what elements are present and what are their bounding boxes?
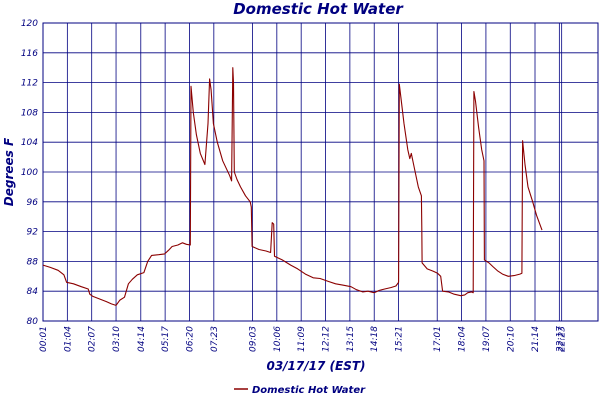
series-line-domestic-hot-water [42, 67, 543, 306]
legend-label: Domestic Hot Water [252, 385, 366, 396]
y-tick-label: 104 [21, 138, 38, 148]
x-tick-label: 07:23 [210, 326, 220, 352]
x-tick-label: 15:21 [395, 326, 405, 352]
chart-title: Domestic Hot Water [233, 0, 404, 18]
x-tick-label: 00:01 [39, 326, 49, 352]
x-tick-label: 03:10 [112, 326, 122, 352]
x-tick-label: 11:09 [297, 326, 307, 352]
y-tick-labels: 80 84 88 92 96 100 104 108 112 116 120 [21, 19, 38, 327]
x-axis-label: 03/17/17 (EST) [266, 359, 365, 373]
x-tick-label: 04:14 [137, 326, 147, 352]
x-tick-label: 13:15 [346, 326, 356, 352]
legend: Domestic Hot Water [234, 385, 366, 396]
y-tick-label: 116 [21, 49, 38, 59]
x-tick-label: 06:20 [185, 326, 195, 352]
x-tick-label: 01:04 [63, 326, 73, 352]
x-tick-label: 05:17 [161, 326, 171, 352]
y-tick-label: 100 [21, 168, 38, 178]
x-tick-label: 18:04 [458, 326, 468, 352]
y-tick-label: 108 [21, 108, 38, 118]
x-tick-labels: 00:01 01:04 02:07 03:10 04:14 05:17 06:20 07:23… [39, 326, 568, 352]
y-axis-label: Degrees F [2, 137, 16, 206]
series-layer [42, 67, 543, 306]
x-tick-label: 02:07 [88, 326, 98, 352]
y-tick-label: 88 [27, 257, 39, 267]
x-tick-label: 17:01 [433, 326, 443, 352]
y-tick-label: 120 [21, 19, 38, 29]
y-gridlines [43, 22, 598, 322]
y-tick-label: 96 [27, 198, 39, 208]
x-tick-label: 20:10 [506, 326, 516, 352]
y-tick-label: 92 [27, 228, 39, 238]
x-tick-label: 21:14 [531, 326, 541, 352]
x-tick-label: 09:03 [248, 326, 258, 352]
x-tick-label: 19:07 [482, 326, 492, 352]
y-tick-label: 84 [27, 287, 39, 297]
y-tick-label: 112 [21, 79, 38, 89]
x-tick-label: 22:23 [558, 326, 568, 352]
x-tick-label: 10:06 [273, 326, 283, 352]
x-tick-label: 22:17 [555, 326, 565, 352]
x-tick-label: 14:18 [370, 326, 380, 352]
y-tick-label: 80 [27, 317, 39, 327]
x-tick-label: 12:12 [322, 326, 332, 352]
